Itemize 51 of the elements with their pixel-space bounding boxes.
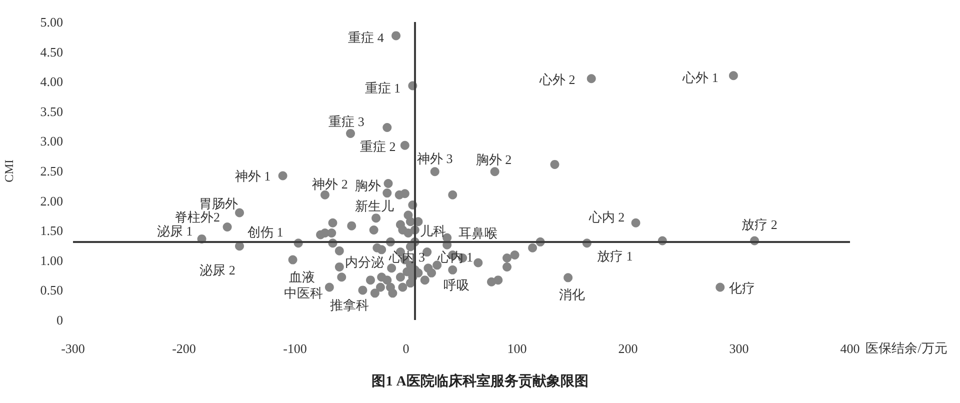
text: 图1 A医院临床科室服务贡献象限图: [372, 372, 588, 390]
data-label: 儿科: [420, 223, 446, 238]
data-label: 内分泌: [345, 254, 384, 270]
data-label: 重症 4: [348, 30, 384, 46]
data-label: 耳鼻喉: [458, 225, 498, 240]
y-axis-title: CMI: [2, 160, 16, 182]
y-tick-label: 0.50: [40, 282, 63, 298]
data-label: 推拿科: [330, 298, 370, 313]
x-tick-label: 0: [402, 341, 410, 356]
data-label: 血液: [288, 269, 315, 284]
y-tick-label: 3.50: [40, 104, 63, 119]
data-label: 胃肠外: [199, 196, 238, 212]
x-tick-label: -300: [61, 341, 85, 356]
data-label: 泌尿 1: [156, 223, 193, 238]
data-label: 心内 2: [588, 209, 625, 224]
data-label: 放疗 2: [742, 217, 778, 232]
x-tick-label: -100: [283, 341, 307, 356]
data-label: 泌尿 2: [200, 262, 236, 278]
x-tick-label: 100: [507, 341, 527, 356]
data-label: 化疗: [729, 280, 756, 296]
x-tick-label: 300: [729, 341, 749, 356]
x-axis-title: 医保结余/万元: [866, 340, 948, 356]
data-label: 重症 2: [360, 138, 396, 154]
x-tick-label: -200: [172, 341, 196, 356]
data-label: 神外 1: [234, 168, 271, 184]
x-tick-label: 200: [618, 341, 638, 356]
data-label: 脊柱外2: [174, 210, 220, 225]
data-label: 重症 3: [328, 114, 364, 129]
data-label: 胸外: [355, 178, 382, 194]
y-tick-label: 5.00: [40, 14, 63, 30]
y-tick-label: 1.50: [40, 223, 63, 238]
data-label: 中医科: [284, 286, 323, 301]
data-label: 胸外 2: [476, 152, 512, 168]
x-tick-label: 400: [840, 341, 860, 356]
y-tick-label: 4.00: [40, 74, 63, 90]
data-label: 放疗 1: [597, 248, 633, 264]
y-tick-label: 3.00: [40, 134, 63, 149]
data-label: 创伤 1: [247, 224, 284, 240]
data-label: 神外 2: [312, 176, 348, 192]
data-label: 消化: [559, 287, 586, 302]
y-tick-label: 4.50: [40, 44, 63, 60]
y-tick-label: 2.00: [40, 193, 63, 208]
y-tick-label: 1.00: [40, 252, 63, 268]
data-label: 新生儿: [355, 198, 394, 214]
y-tick-label: 0: [56, 312, 63, 328]
data-label: 心外 1: [682, 70, 718, 86]
data-label: 神外 3: [416, 151, 453, 166]
data-label: 呼吸: [444, 277, 470, 292]
data-label: 重症 1: [364, 80, 401, 96]
data-label: 心外 2: [538, 72, 576, 88]
y-tick-label: 2.50: [40, 164, 63, 178]
